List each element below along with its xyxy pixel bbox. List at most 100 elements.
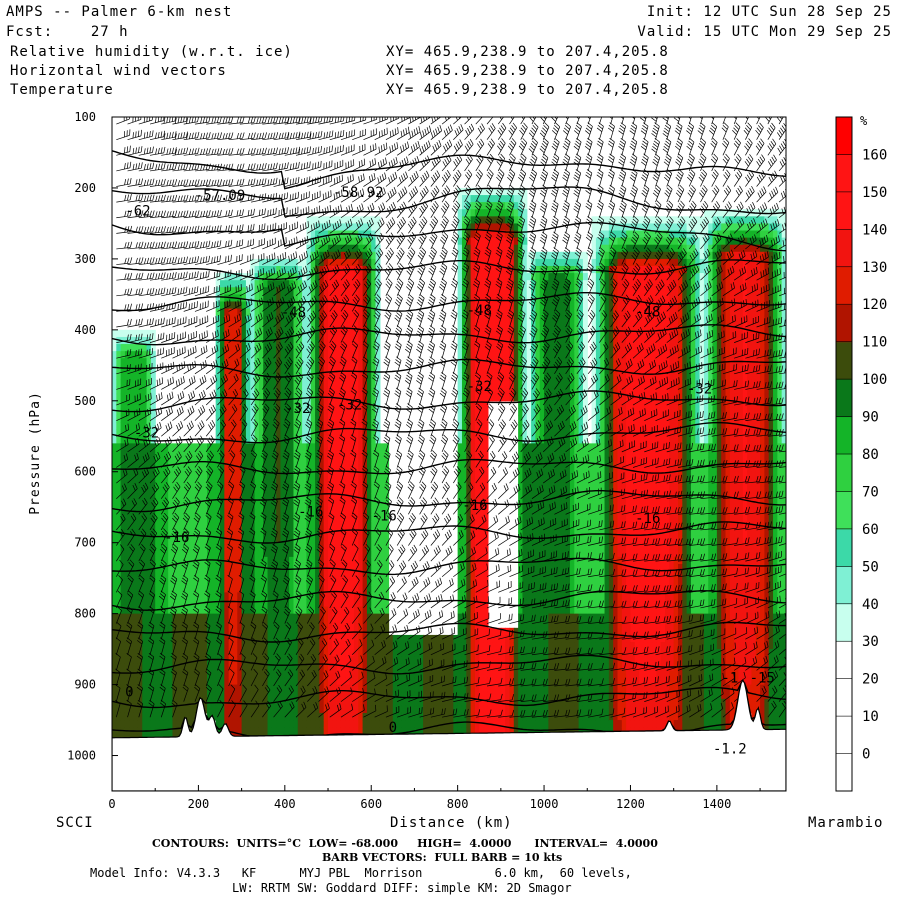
rh-cell (172, 585, 178, 593)
rh-cell (444, 698, 450, 707)
rh-cell (263, 585, 269, 593)
rh-cell (384, 528, 390, 537)
rh-cell (271, 358, 277, 366)
rh-cell (310, 649, 316, 657)
rh-cell (159, 556, 165, 565)
rh-cell (379, 556, 385, 565)
rh-cell (116, 634, 122, 643)
rh-cell (384, 464, 390, 473)
rh-cell (276, 344, 282, 352)
rh-cell (176, 478, 182, 487)
rh-cell (362, 393, 368, 402)
rh-cell (375, 308, 381, 317)
rh-cell (310, 443, 316, 452)
rh-cell (163, 521, 169, 530)
rh-cell (371, 571, 377, 579)
rh-cell (224, 372, 230, 381)
rh-cell (289, 351, 295, 359)
rh-cell (232, 592, 238, 601)
rh-cell (474, 571, 480, 579)
rh-cell (116, 521, 122, 530)
rh-cell (470, 606, 476, 615)
rh-cell (189, 712, 195, 721)
rh-cell (371, 684, 377, 693)
rh-cell (172, 528, 178, 537)
rh-cell (371, 670, 377, 679)
rh-cell (302, 372, 308, 381)
rh-cell (228, 322, 234, 331)
rh-cell (466, 500, 472, 508)
rh-cell (302, 436, 308, 444)
rh-cell (194, 500, 200, 508)
rh-cell (353, 386, 359, 395)
rh-cell (120, 393, 126, 402)
rh-cell (254, 563, 260, 572)
rh-cell (267, 322, 273, 331)
rh-cell (453, 684, 459, 693)
rh-cell (319, 705, 325, 714)
rh-cell (384, 677, 390, 686)
rh-cell (250, 727, 256, 735)
rh-cell (371, 514, 377, 522)
rh-cell (280, 649, 286, 657)
rh-cell (427, 698, 433, 707)
rh-cell (245, 450, 251, 459)
rh-cell (358, 663, 364, 671)
rh-cell (276, 599, 282, 608)
rh-cell (336, 322, 342, 331)
rh-cell (323, 634, 329, 643)
rh-cell (423, 677, 428, 686)
rh-cell (457, 351, 463, 359)
rh-cell (366, 379, 372, 388)
rh-cell (245, 301, 251, 310)
rh-cell (306, 464, 312, 473)
rh-cell (466, 414, 472, 423)
rh-cell (479, 705, 485, 714)
rh-cell (474, 450, 480, 459)
rh-cell (340, 571, 346, 579)
rh-cell (155, 549, 161, 558)
rh-cell (293, 379, 299, 388)
rh-cell (479, 720, 485, 728)
rh-cell (353, 393, 359, 402)
rh-cell (155, 698, 161, 707)
rh-cell (353, 294, 359, 303)
rh-cell (116, 571, 122, 579)
rh-cell (250, 684, 256, 693)
rh-cell (245, 500, 251, 508)
rh-cell (116, 485, 122, 494)
rh-cell (306, 528, 312, 537)
rh-cell (371, 336, 377, 345)
rh-cell (457, 414, 463, 423)
rh-cell (263, 670, 269, 679)
rh-cell (293, 294, 299, 303)
rh-cell (371, 230, 377, 239)
rh-cell (284, 301, 290, 310)
rh-cell (500, 329, 506, 338)
rh-cell (384, 556, 390, 565)
rh-cell (371, 599, 377, 608)
rh-cell (315, 642, 320, 650)
rh-cell (112, 720, 117, 728)
rh-cell (116, 450, 122, 459)
rh-cell (146, 656, 152, 664)
rh-cell (280, 471, 286, 480)
rh-cell (513, 202, 519, 210)
rh-cell (155, 443, 161, 452)
rh-cell (470, 251, 476, 260)
rh-cell (284, 627, 290, 636)
rh-cell (146, 712, 152, 721)
rh-cell (470, 216, 476, 225)
rh-cell (379, 727, 385, 735)
rh-cell (215, 500, 221, 508)
rh-cell (250, 705, 256, 714)
rh-cell (142, 386, 148, 395)
rh-cell (237, 273, 243, 281)
rh-cell (479, 301, 485, 310)
rh-cell (315, 273, 320, 281)
rh-cell (250, 464, 256, 473)
rh-cell (112, 329, 117, 338)
rh-cell (228, 471, 234, 480)
rh-cell (176, 493, 182, 501)
rh-cell (237, 656, 243, 664)
